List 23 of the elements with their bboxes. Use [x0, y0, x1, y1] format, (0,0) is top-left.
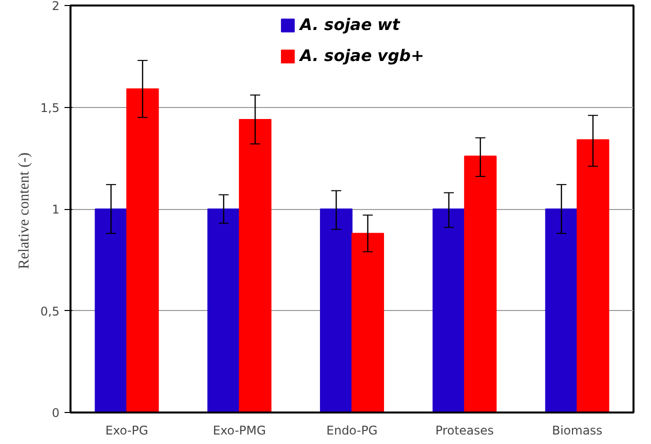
bar	[94, 208, 128, 412]
legend-label: A. sojae wt	[300, 15, 400, 34]
bar	[464, 156, 497, 412]
legend-label: A. sojae vgb+	[300, 46, 424, 65]
y-tick-label: 1	[52, 202, 60, 216]
y-tick-label: 0	[52, 406, 60, 420]
bar	[352, 232, 384, 412]
bar	[238, 118, 272, 412]
x-tick-label: Biomass	[552, 424, 602, 438]
x-tick-label: Endo-PG	[326, 424, 378, 438]
bar	[432, 208, 466, 412]
bar	[126, 88, 159, 412]
y-tick-label: 2	[52, 0, 60, 13]
y-tick-label: 0,5	[40, 304, 60, 318]
y-axis-title: Relative content (-)	[16, 152, 32, 270]
x-tick-label: Exo-PG	[105, 424, 148, 438]
bar	[207, 208, 240, 412]
bar	[320, 208, 352, 412]
bar	[576, 139, 610, 412]
x-tick-label: Proteases	[435, 424, 494, 438]
bar	[545, 208, 578, 412]
y-tick-label: 1,5	[40, 100, 60, 115]
x-tick-label: Exo-PMG	[212, 424, 266, 438]
